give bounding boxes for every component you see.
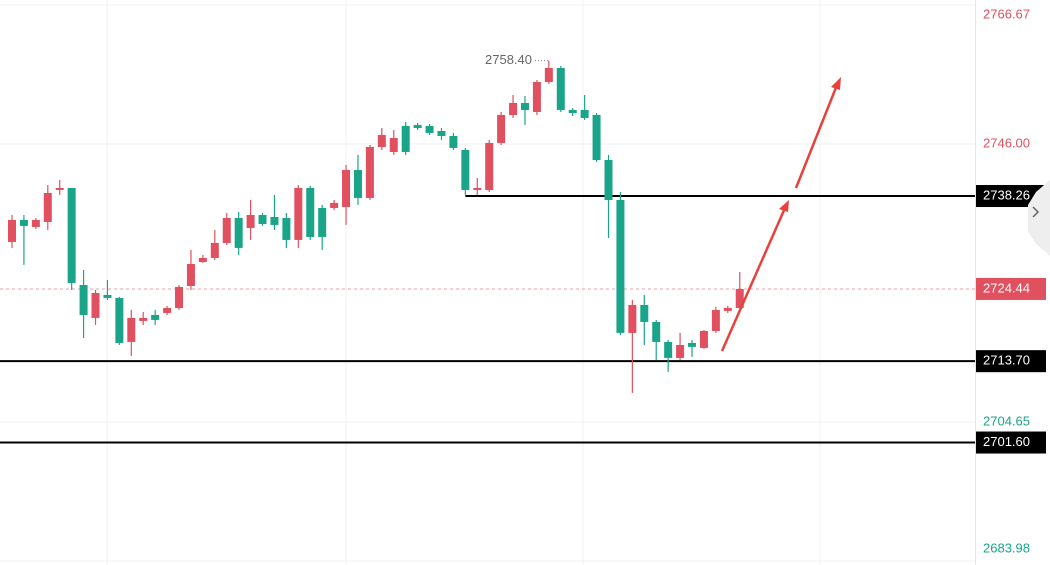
candle-body <box>175 286 184 308</box>
candle-body <box>628 304 637 333</box>
level-box <box>976 185 1046 208</box>
candle-body <box>163 307 172 313</box>
candle-body <box>115 297 124 343</box>
candle-body <box>389 137 398 152</box>
levels <box>0 195 975 444</box>
candle-body <box>640 304 649 322</box>
high-label: 2758.40 <box>485 52 532 67</box>
candle-body <box>711 309 720 331</box>
candle-body <box>282 218 291 240</box>
candle-body <box>234 218 243 248</box>
candle-body <box>556 68 565 110</box>
candle-body <box>664 341 673 358</box>
candle-body <box>461 149 470 190</box>
candle-body <box>43 193 52 222</box>
candle-body <box>580 109 589 118</box>
price-axis: 2683.98 2704.65 2746.00 2766.67 2724.44 2738.… <box>976 6 1046 555</box>
y-tick-label: 2746.00 <box>983 135 1030 150</box>
last-price-box <box>976 277 1046 300</box>
candle-body <box>294 187 303 240</box>
candle-body <box>353 170 362 198</box>
candle-body <box>330 202 339 208</box>
y-tick-label: 2683.98 <box>983 540 1030 555</box>
candle-body <box>103 294 112 298</box>
chevron-icon[interactable] <box>1032 206 1040 218</box>
candle-body <box>246 214 255 228</box>
candle-body <box>55 187 64 190</box>
scroll-tab[interactable] <box>1028 180 1050 256</box>
level-box <box>976 350 1046 373</box>
candle-body <box>532 81 541 112</box>
candle-body <box>318 207 327 237</box>
candle-body <box>688 342 697 347</box>
candle-body <box>676 344 685 358</box>
candle-body <box>258 214 267 224</box>
candle-body <box>31 219 40 227</box>
candle-body <box>425 125 434 133</box>
candle-body <box>413 124 422 128</box>
price-grid <box>0 4 975 562</box>
candle-body <box>544 68 553 82</box>
candle-body <box>139 317 148 321</box>
time-grid <box>106 0 821 565</box>
candle-body <box>79 284 88 315</box>
candle-body <box>604 159 613 200</box>
last-price-label: 2724.44 <box>983 280 1030 295</box>
candle-body <box>306 187 315 237</box>
candle-body <box>735 288 744 308</box>
candle-body <box>186 263 195 286</box>
candle-body <box>342 170 351 207</box>
level-label: 2713.70 <box>983 353 1030 368</box>
arrow <box>720 207 787 352</box>
y-tick-label: 2704.65 <box>983 413 1030 428</box>
candle-body <box>568 109 577 113</box>
candle-body <box>723 307 732 311</box>
candle-body <box>151 314 160 320</box>
candle-body <box>509 102 518 116</box>
candles: 2758.40 <box>8 52 744 393</box>
candle-body <box>401 125 410 152</box>
candle-body <box>592 115 601 160</box>
candle-body <box>616 199 625 333</box>
candle-body <box>8 219 16 242</box>
candle-body <box>437 131 446 136</box>
candle-body <box>198 257 207 262</box>
arrow-head <box>779 200 789 212</box>
candle-body <box>91 292 100 318</box>
tab[interactable] <box>1028 180 1050 256</box>
candle-body <box>67 187 76 283</box>
candle-body <box>222 218 231 243</box>
y-tick-label: 2766.67 <box>983 6 1030 21</box>
candle-body <box>497 115 506 143</box>
candle-body <box>652 321 661 342</box>
candle-body <box>520 102 529 110</box>
candle-body <box>365 146 374 198</box>
candle-body <box>699 330 708 348</box>
candle-body <box>19 219 28 226</box>
arrow <box>794 84 839 189</box>
level-box <box>976 431 1046 454</box>
arrow-head <box>831 77 841 90</box>
candle-body <box>127 317 136 342</box>
candle-body <box>210 242 219 258</box>
level-label: 2701.60 <box>983 434 1030 449</box>
candle-body <box>473 187 482 190</box>
candle-body <box>270 217 279 225</box>
arrows <box>720 77 841 352</box>
candle-body <box>377 134 386 147</box>
candle-body <box>485 142 494 190</box>
candle-body <box>449 135 458 148</box>
level-label: 2738.26 <box>983 187 1030 202</box>
